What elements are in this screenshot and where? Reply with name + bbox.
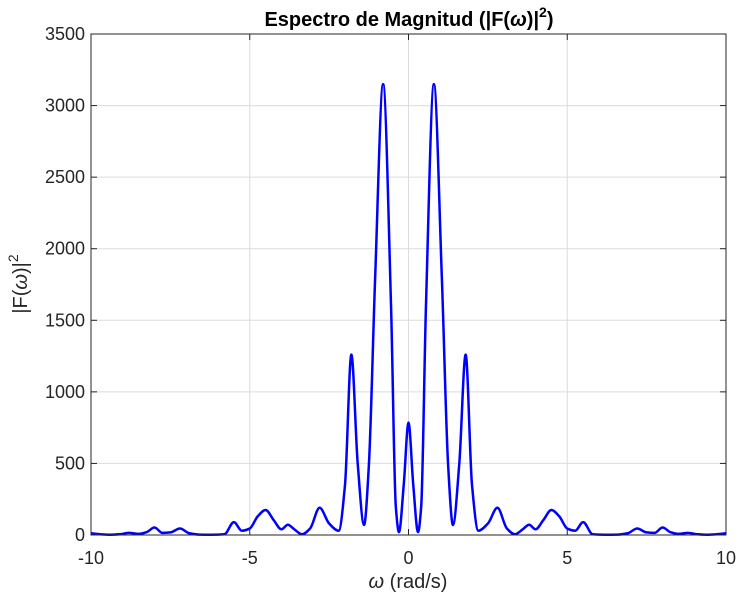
plot-area	[90, 82, 727, 536]
x-axis-label-omega: ω	[369, 571, 385, 593]
y-tick-label: 0	[75, 525, 85, 545]
y-tick-label: 1000	[45, 382, 85, 402]
x-tick-label: -5	[242, 548, 258, 568]
chart-title: Espectro de Magnitud (|F(ω)|2)	[264, 4, 553, 31]
y-axis-label-suffix: )|	[10, 262, 32, 274]
y-axis-label-prefix: |F(	[10, 289, 32, 313]
y-tick-label: 3000	[45, 96, 85, 116]
chart-title-superscript: 2	[539, 4, 547, 20]
y-tick-label: 2000	[45, 239, 85, 259]
x-axis-ticks: -10 -5 0 5 10	[78, 34, 736, 568]
x-tick-label: 5	[562, 548, 572, 568]
x-axis-label-text: (rad/s)	[384, 571, 447, 593]
chart-title-suffix: )|	[527, 9, 539, 31]
chart-title-omega: ω	[510, 9, 527, 31]
y-axis-ticks: 0 500 1000 1500 2000 2500 3000 3500	[45, 24, 726, 545]
chart-title-close: )	[547, 9, 554, 31]
y-tick-label: 3500	[45, 24, 85, 44]
y-tick-label: 2500	[45, 167, 85, 187]
y-axis-label-omega: ω	[10, 274, 32, 290]
y-axis-label-superscript: 2	[5, 254, 21, 262]
y-axis-label: |F(ω)|2	[5, 254, 32, 314]
y-tick-label: 1500	[45, 310, 85, 330]
x-axis-label: ω (rad/s)	[369, 571, 448, 593]
x-tick-label: -10	[78, 548, 104, 568]
y-tick-label: 500	[55, 453, 85, 473]
series-line-0	[90, 82, 727, 536]
x-tick-label: 10	[716, 548, 736, 568]
x-tick-label: 0	[403, 548, 413, 568]
chart-title-prefix: Espectro de Magnitud (|F(	[264, 9, 510, 31]
grid	[90, 33, 727, 536]
